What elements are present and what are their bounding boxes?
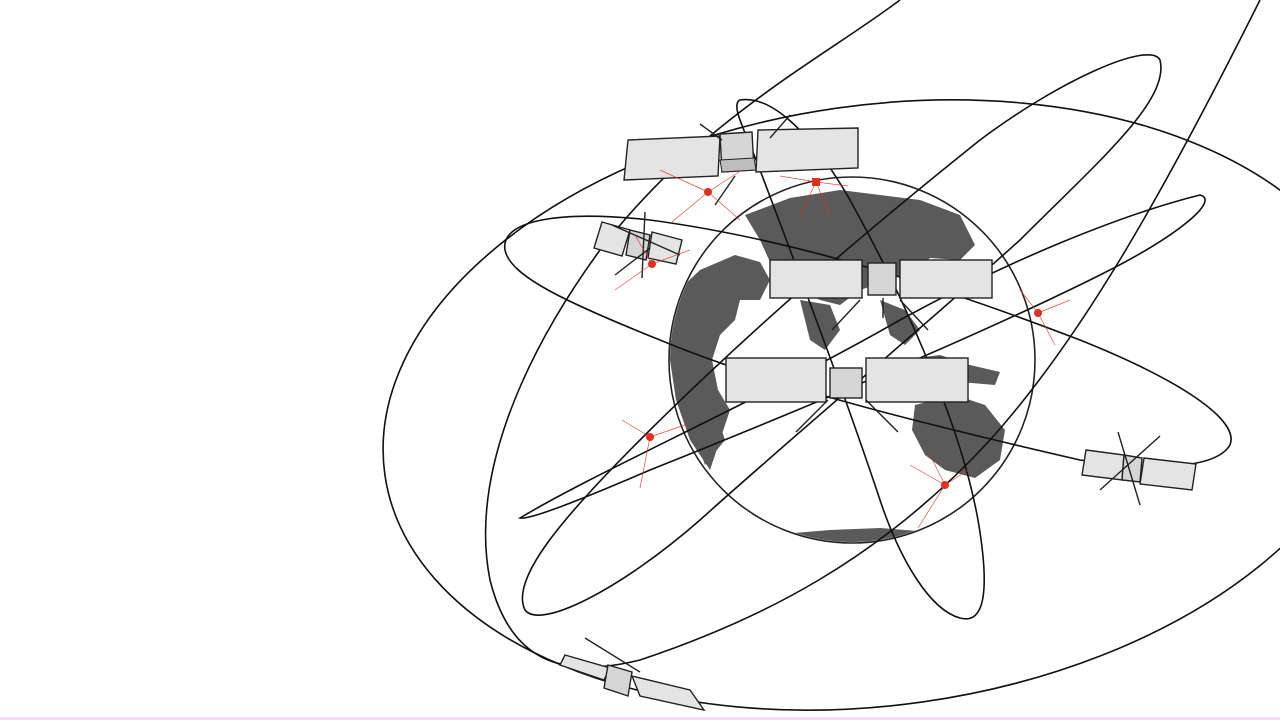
ground-station-top-left: [659, 169, 743, 223]
satellite-top: [623, 114, 859, 206]
orbit-large-outer: [382, 99, 1280, 711]
ground-station-east: [1019, 289, 1071, 346]
ground-station-west: [621, 419, 686, 489]
satellite-right: [1081, 431, 1197, 506]
ground-station-signals: [614, 169, 1071, 529]
land-australia: [912, 395, 1005, 478]
land-india: [800, 300, 840, 350]
ground-station-australia: [909, 454, 969, 529]
satellite-center-upper: [769, 259, 993, 331]
bottom-edge-line: [0, 717, 1280, 720]
ground-station-left: [614, 234, 691, 291]
land-southeast-asia: [880, 300, 920, 345]
satellite-center-lower: [725, 357, 969, 433]
land-africa-south: [690, 410, 725, 465]
satellite-bottom: [559, 637, 706, 712]
ground-station-top: [779, 175, 849, 216]
land-europe-africa: [670, 255, 770, 470]
